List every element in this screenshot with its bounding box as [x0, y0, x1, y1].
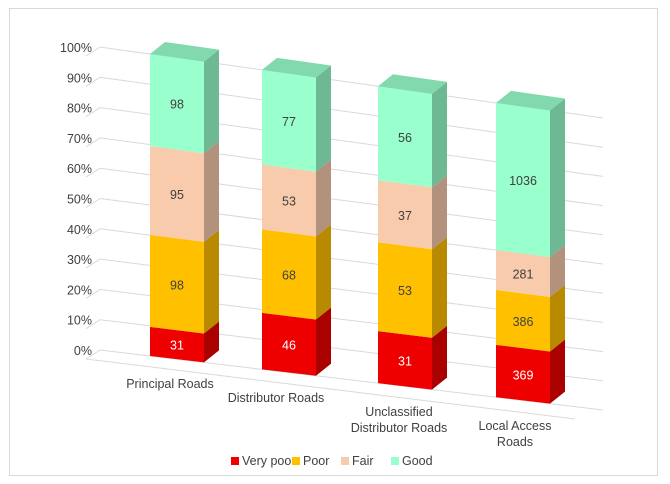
category-label: Distributor Roads [228, 391, 325, 405]
gridline-side [85, 258, 101, 269]
gridline-side [85, 167, 101, 178]
gridline-side [85, 76, 101, 87]
bar-top [262, 57, 331, 78]
data-label: 53 [398, 284, 412, 298]
gridline-side [85, 288, 101, 299]
bar-segment [150, 145, 204, 242]
bar-segment-side [432, 175, 447, 250]
gridline-side [85, 107, 101, 118]
bar-segment [378, 86, 432, 188]
data-label: 386 [513, 315, 534, 329]
y-tick-label: 100% [60, 41, 92, 55]
bar-segment [378, 331, 432, 390]
gridline-side [85, 319, 101, 330]
data-label: 56 [398, 131, 412, 145]
bar-segment [150, 54, 204, 154]
bar-top [378, 74, 447, 94]
bar-segment-side [550, 339, 565, 404]
data-label: 98 [170, 98, 184, 112]
bar-segment-side [550, 284, 565, 352]
data-label: 46 [282, 338, 296, 352]
data-label: 77 [282, 115, 296, 129]
legend: Very poor Poor Fair Good [231, 454, 433, 468]
bar-top [496, 90, 565, 111]
y-tick-label: 10% [67, 314, 92, 328]
bar-segment-side [204, 49, 219, 154]
gridline-side [85, 349, 101, 360]
bar-segment [150, 235, 204, 334]
data-label: 53 [282, 194, 296, 208]
data-label: 369 [513, 368, 534, 382]
bar-segment [496, 289, 550, 352]
bar-segment-side [316, 224, 331, 320]
legend-label: Good [402, 454, 433, 468]
legend-label: Poor [303, 454, 329, 468]
y-axis-tick-labels: 0% 10% 20% 30% 40% 50% 60% 70% 80% 90% 100% [60, 41, 92, 358]
bar-segment-side [550, 98, 565, 258]
bar-segment-side [316, 307, 331, 376]
bar-segment [262, 312, 316, 376]
bar-segment [150, 326, 204, 363]
bar-segment-side [204, 229, 219, 334]
category-label: Distributor Roads [351, 421, 448, 435]
bar-segment [496, 344, 550, 404]
category-label: Unclassified [365, 405, 432, 419]
bar-segment [496, 102, 550, 258]
bar-segment-side [204, 321, 219, 363]
data-label: 37 [398, 209, 412, 223]
category-label: Local Access [479, 419, 552, 433]
bar-top [150, 42, 219, 62]
data-label: 281 [513, 268, 534, 282]
bars [150, 42, 565, 404]
bar-segment-side [316, 65, 331, 172]
data-label: 95 [170, 188, 184, 202]
floor-edge [85, 358, 576, 420]
legend-swatch [391, 457, 399, 465]
bar-segment-side [432, 81, 447, 188]
bar-segment-side [316, 159, 331, 237]
legend-swatch [341, 457, 349, 465]
bar-segment [262, 164, 316, 237]
bar-segment-side [550, 245, 565, 297]
gridline-side [85, 228, 101, 239]
y-tick-label: 90% [67, 71, 92, 85]
gridline-side [85, 137, 101, 148]
bar-segment-side [432, 237, 447, 338]
y-tick-label: 20% [67, 283, 92, 297]
x-axis-category-labels: Principal Roads Distributor Roads Unclassi… [126, 377, 551, 449]
bar-segment-side [204, 141, 219, 242]
data-label: 31 [170, 339, 184, 353]
y-tick-label: 30% [67, 253, 92, 267]
y-tick-label: 70% [67, 132, 92, 146]
legend-label: Fair [352, 454, 374, 468]
category-label: Roads [497, 435, 533, 449]
bar-segment [496, 250, 550, 297]
gridline-side [85, 198, 101, 208]
y-tick-label: 50% [67, 193, 92, 207]
data-labels: 31 98 95 98 46 68 53 77 31 53 37 56 369 386 281 1036 [170, 98, 537, 383]
y-tick-label: 0% [74, 344, 92, 358]
y-tick-label: 60% [67, 162, 92, 176]
y-tick-label: 40% [67, 223, 92, 237]
data-label: 98 [170, 278, 184, 292]
legend-swatch [292, 457, 300, 465]
y-tick-label: 80% [67, 102, 92, 116]
bar-segment-side [432, 325, 447, 390]
bar-segment [262, 229, 316, 320]
data-label: 31 [398, 354, 412, 368]
bar-segment [378, 180, 432, 250]
data-label: 1036 [509, 174, 537, 188]
category-label: Principal Roads [126, 377, 214, 391]
legend-label: Very poor [242, 454, 296, 468]
bar-segment [262, 69, 316, 172]
legend-swatch [231, 457, 239, 465]
bar-segment [378, 242, 432, 338]
gridline-side [85, 46, 101, 57]
data-label: 68 [282, 269, 296, 283]
